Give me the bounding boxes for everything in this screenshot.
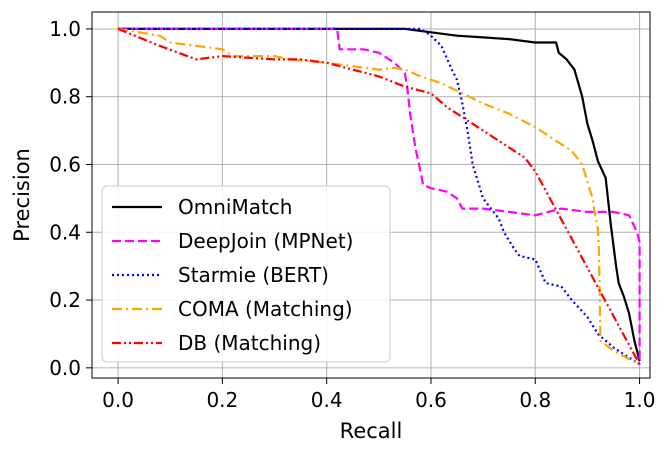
ticks: 0.0 0.2 0.4 0.6 0.8 1.0 0.0 0.2 0.4 0.6 0.8 1.0 (49, 17, 655, 412)
series-line-1 (118, 27, 641, 365)
x-tick-label: 0.8 (519, 388, 551, 412)
series-line-3 (117, 27, 641, 366)
x-axis-label: Recall (340, 419, 403, 443)
legend-label: DB (Matching) (178, 331, 321, 355)
legend-label: DeepJoin (MPNet) (178, 229, 353, 253)
legend-box (101, 185, 391, 363)
y-tick-label: 0.4 (49, 220, 81, 244)
y-tick-label: 0.8 (49, 85, 81, 109)
y-tick-label: 0.6 (49, 153, 81, 177)
x-tick-label: 0.6 (415, 388, 447, 412)
series-line-0 (118, 27, 641, 362)
x-tick-label: 1.0 (624, 388, 656, 412)
y-axis-label: Precision (10, 148, 34, 242)
legend-label: COMA (Matching) (178, 297, 353, 321)
legend-label: Starmie (BERT) (178, 263, 329, 287)
series-line-2 (118, 27, 641, 366)
y-tick-label: 1.0 (49, 17, 81, 41)
series-line-4 (117, 27, 641, 365)
y-tick-label: 0.2 (49, 288, 81, 312)
x-tick-label: 0.0 (102, 388, 134, 412)
y-tick-label: 0.0 (49, 356, 81, 380)
legend-label: OmniMatch (178, 195, 292, 219)
series (117, 27, 641, 366)
x-tick-label: 0.2 (206, 388, 238, 412)
x-tick-label: 0.4 (311, 388, 343, 412)
plot-frame (91, 11, 651, 379)
legend: OmniMatch DeepJoin (MPNet) Starmie (BERT) C… (101, 185, 391, 363)
